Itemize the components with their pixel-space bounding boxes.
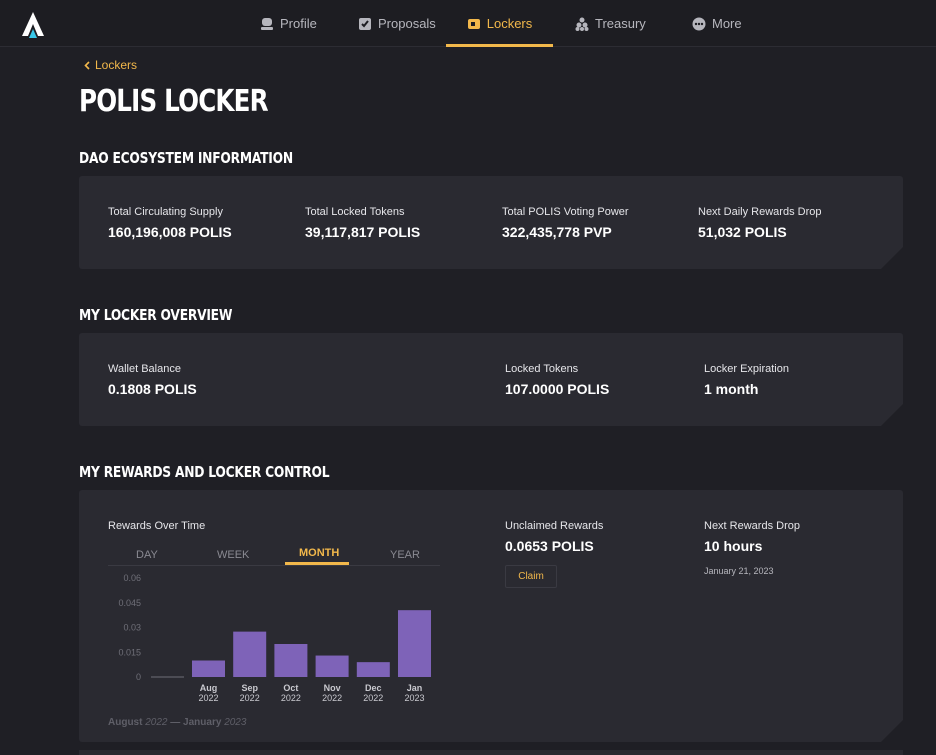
app-logo-icon[interactable] <box>22 12 44 38</box>
stat-value: 1 month <box>704 381 759 397</box>
stat-locker-expiration: Locker Expiration 1 month <box>704 363 789 397</box>
stat-label: Wallet Balance <box>108 363 181 375</box>
stat-value: 51,032 POLIS <box>698 224 787 240</box>
stat-locked-tokens-total: Total Locked Tokens 39,117,817 POLIS <box>305 206 420 240</box>
treasury-icon <box>575 17 589 31</box>
breadcrumb-back-link[interactable]: Lockers <box>84 58 137 72</box>
y-tick-label: 0.06 <box>123 573 141 583</box>
proposals-icon <box>359 17 371 30</box>
lockers-icon <box>467 18 480 29</box>
next-rewards-drop: Next Rewards Drop 10 hours <box>704 520 800 554</box>
x-tick-year: 2022 <box>198 693 218 703</box>
ecosystem-card <box>79 176 903 269</box>
stat-value: 107.0000 POLIS <box>505 381 610 397</box>
rewards-chart-heading: Rewards Over Time <box>108 520 205 532</box>
overview-section-title: MY LOCKER OVERVIEW <box>79 306 233 324</box>
bar-jan <box>398 610 431 677</box>
tab-year[interactable]: YEAR <box>390 549 420 561</box>
tab-day[interactable]: DAY <box>136 549 158 561</box>
tab-month[interactable]: MONTH <box>299 547 340 559</box>
stat-value: 39,117,817 POLIS <box>305 224 421 240</box>
more-icon <box>692 17 706 30</box>
nav-profile-label: Profile <box>280 16 317 31</box>
nav-lockers-label: Lockers <box>486 16 533 31</box>
x-tick-month: Oct <box>283 683 298 693</box>
rewards-bar-chart: 00.0150.030.0450.06Aug2022Sep2022Oct2022… <box>118 573 431 703</box>
range-start-year: 2022 <box>145 717 168 728</box>
stat-label: Next Rewards Drop <box>704 520 800 532</box>
stat-next-daily-drop: Next Daily Rewards Drop 51,032 POLIS <box>698 206 821 240</box>
unclaimed-rewards: Unclaimed Rewards 0.0653 POLIS <box>505 520 603 554</box>
nav-profile[interactable]: Profile <box>246 0 331 47</box>
stat-label: Unclaimed Rewards <box>505 520 604 532</box>
stat-label: Total POLIS Voting Power <box>502 206 629 218</box>
x-tick-year: 2022 <box>240 693 260 703</box>
profile-icon <box>261 17 273 30</box>
bar-nov <box>315 655 349 677</box>
range-dash: — <box>170 717 181 728</box>
y-tick-label: 0.045 <box>118 598 141 608</box>
x-tick-month: Nov <box>324 683 341 693</box>
chart-date-range: August 2022 — January 2023 <box>108 717 246 728</box>
stat-value: 160,196,008 POLIS <box>108 224 232 240</box>
active-tab-indicator <box>285 562 349 565</box>
ecosystem-section-title: DAO ECOSYSTEM INFORMATION <box>79 149 293 167</box>
x-tick-year: 2022 <box>281 693 301 703</box>
x-tick-month: Sep <box>241 683 258 693</box>
rewards-chart-label: Rewards Over Time <box>108 520 206 532</box>
stat-label: Total Circulating Supply <box>108 206 223 218</box>
stat-label: Total Locked Tokens <box>305 206 405 218</box>
page-title: POLIS LOCKER <box>79 84 269 119</box>
stat-label: Next Daily Rewards Drop <box>698 206 822 218</box>
stat-value: 0.1808 POLIS <box>108 381 197 397</box>
nav-more-label: More <box>712 16 742 31</box>
y-tick-label: 0.03 <box>123 623 141 633</box>
stat-value: 0.0653 POLIS <box>505 538 594 554</box>
x-tick-year: 2023 <box>404 693 424 703</box>
x-tick-year: 2022 <box>322 693 342 703</box>
x-tick-month: Dec <box>365 683 382 693</box>
stat-value: 10 hours <box>704 538 763 554</box>
range-end-year: 2023 <box>224 717 247 728</box>
overview-card <box>79 333 903 426</box>
rewards-card <box>79 490 903 742</box>
nav-treasury-label: Treasury <box>595 16 646 31</box>
rewards-section-title: MY REWARDS AND LOCKER CONTROL <box>79 463 330 481</box>
stat-wallet-balance: Wallet Balance 0.1808 POLIS <box>108 363 197 397</box>
nav-proposals-label: Proposals <box>378 16 436 31</box>
stat-value: 322,435,778 PVP <box>502 224 612 240</box>
stat-label: Locker Expiration <box>704 363 789 375</box>
range-end: January <box>183 717 222 728</box>
next-drop-date: January 21, 2023 <box>704 566 774 576</box>
stat-circulating-supply: Total Circulating Supply 160,196,008 POL… <box>108 206 232 240</box>
nav-lockers[interactable]: Lockers <box>446 0 553 47</box>
x-tick-month: Jan <box>407 683 423 693</box>
nav-proposals[interactable]: Proposals <box>344 0 450 47</box>
bar-dec <box>356 662 390 677</box>
claim-button[interactable]: Claim <box>505 565 557 588</box>
next-card-edge <box>79 750 903 755</box>
tab-week[interactable]: WEEK <box>217 549 250 561</box>
range-start: August <box>108 717 143 728</box>
chevron-left-icon <box>84 60 90 70</box>
y-tick-label: 0.015 <box>118 647 141 657</box>
period-tabs: DAY WEEK MONTH YEAR <box>108 546 440 566</box>
nav-treasury[interactable]: Treasury <box>561 0 660 47</box>
bar-oct <box>274 644 308 677</box>
y-tick-label: 0 <box>136 672 141 682</box>
x-tick-year: 2022 <box>363 693 383 703</box>
nav-more[interactable]: More <box>678 0 756 47</box>
top-navigation: Profile Proposals Lockers Treasury More <box>0 0 936 47</box>
breadcrumb-label: Lockers <box>95 58 138 72</box>
bar-sep <box>233 631 267 677</box>
stat-locked-tokens: Locked Tokens 107.0000 POLIS <box>505 363 609 397</box>
stat-voting-power: Total POLIS Voting Power 322,435,778 PVP <box>502 206 629 240</box>
x-tick-month: Aug <box>200 683 218 693</box>
bar-aug <box>192 660 225 677</box>
stat-label: Locked Tokens <box>505 363 579 375</box>
